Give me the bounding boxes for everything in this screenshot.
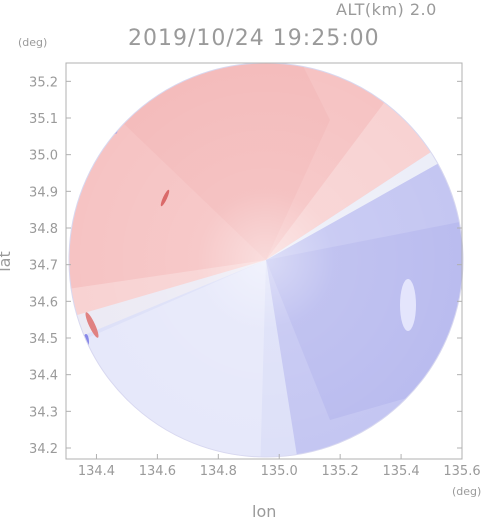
x-tick-label: 134.4 <box>78 464 115 479</box>
y-tick-label: 35.2 <box>29 75 58 90</box>
y-tick-label: 34.6 <box>29 295 58 310</box>
x-tick-label: 135.0 <box>261 464 298 479</box>
x-axis-unit: (deg) <box>452 485 482 498</box>
timestamp: 2019/10/24 19:25:00 <box>128 26 380 51</box>
y-tick-label: 34.7 <box>29 259 58 274</box>
y-tick-label: 35.0 <box>29 149 58 164</box>
x-axis-title: lon <box>252 502 277 521</box>
y-tick-label: 34.5 <box>29 332 58 347</box>
doppler-velocity-field <box>69 63 463 457</box>
plot-frame <box>65 62 463 460</box>
y-tick-label: 34.2 <box>29 442 58 457</box>
y-tick-label: 34.8 <box>29 222 58 237</box>
y-tick-label: 34.4 <box>29 369 58 384</box>
x-axis-ticks: 134.4 134.6 134.8 135.0 135.2 135.4 135.6 <box>78 454 481 479</box>
altitude-label: ALT(km) 2.0 <box>336 0 437 19</box>
y-tick-label: 34.3 <box>29 405 58 420</box>
x-tick-label: 135.2 <box>322 464 359 479</box>
x-tick-label: 135.6 <box>443 464 480 479</box>
y-tick-label: 35.1 <box>29 112 58 127</box>
x-tick-label: 134.6 <box>139 464 176 479</box>
y-axis-unit: (deg) <box>18 36 48 49</box>
x-tick-label: 135.4 <box>382 464 419 479</box>
y-tick-label: 34.9 <box>29 185 58 200</box>
y-axis-ticks: 35.2 35.1 35.0 34.9 34.8 34.7 34.6 34.5 34.4 34.3… <box>29 75 462 457</box>
x-tick-label: 134.8 <box>200 464 237 479</box>
